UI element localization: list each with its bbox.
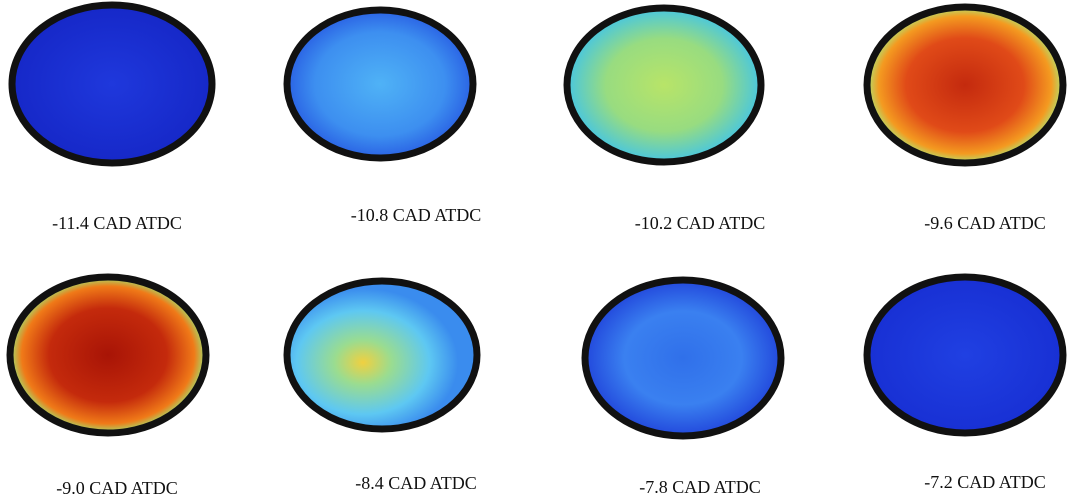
panel-label: -10.2 CAD ATDC — [635, 213, 766, 233]
panel-label: -10.8 CAD ATDC — [351, 205, 482, 225]
panel-label: -7.8 CAD ATDC — [639, 477, 761, 497]
panel-label: -8.4 CAD ATDC — [355, 473, 477, 493]
panel-label: -9.0 CAD ATDC — [56, 478, 178, 498]
panel-label: -9.6 CAD ATDC — [924, 213, 1046, 233]
figure: -11.4 CAD ATDC -10.8 CAD ATDC -10.2 CAD AT… — [0, 0, 1073, 501]
panel-label: -11.4 CAD ATDC — [52, 213, 182, 233]
page: -11.4 CAD ATDC -10.8 CAD ATDC -10.2 CAD AT… — [0, 0, 1073, 501]
panel-grid: -11.4 CAD ATDC -10.8 CAD ATDC -10.2 CAD AT… — [10, 5, 1063, 498]
panel-label: -7.2 CAD ATDC — [924, 472, 1046, 492]
